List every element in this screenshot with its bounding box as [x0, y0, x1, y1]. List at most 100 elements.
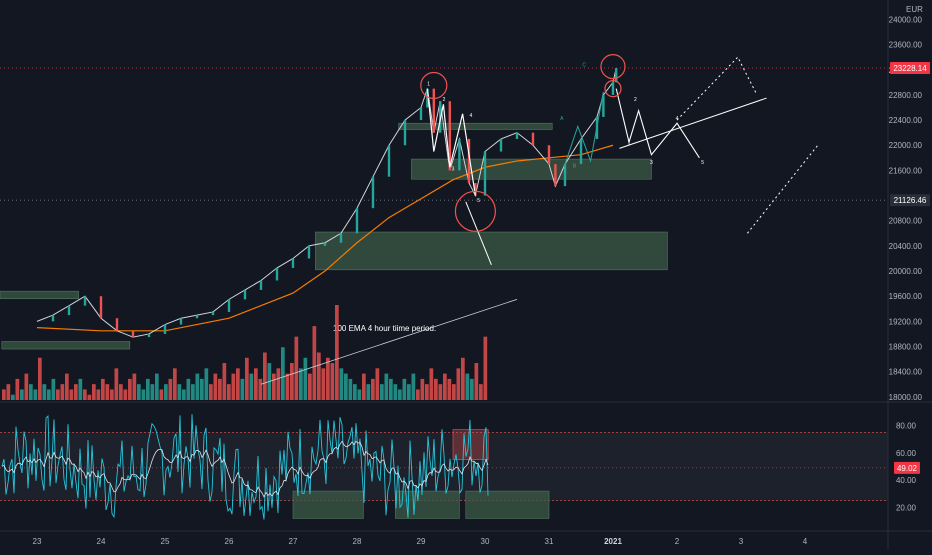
- price-tick-label: 21600.00: [889, 166, 923, 175]
- volume-bar: [483, 336, 488, 400]
- volume-bar: [312, 326, 317, 400]
- price-tick-label: 20400.00: [889, 242, 923, 251]
- oscillator-signal-line: [1, 440, 489, 498]
- ema-100-line: [36, 144, 614, 332]
- volume-bar: [218, 378, 222, 400]
- wave-label: 3: [650, 160, 653, 166]
- price-candle: [99, 296, 103, 319]
- volume-bar: [285, 373, 290, 400]
- volume-bar: [299, 368, 303, 400]
- time-tick-label: 26: [225, 537, 234, 546]
- dotted-projection-1[interactable]: [676, 56, 758, 121]
- wave-label: 5: [701, 160, 704, 166]
- time-tick-label: 28: [353, 537, 362, 546]
- volume-bar: [78, 378, 83, 400]
- volume-bar: [2, 389, 6, 400]
- volume-bar: [240, 378, 245, 400]
- volume-trend-line[interactable]: [260, 298, 518, 385]
- wave-label: 4: [470, 113, 473, 119]
- volume-bar: [33, 389, 38, 400]
- price-tick-label: 19200.00: [889, 317, 923, 326]
- time-tick-label: 29: [417, 537, 426, 546]
- volume-bar: [326, 357, 330, 400]
- volume-bar: [281, 347, 285, 400]
- wave-projection[interactable]: [615, 88, 700, 159]
- ema-annotation: 100 EMA 4 hour tiime period.: [333, 324, 436, 333]
- volume-bar: [317, 352, 321, 400]
- volume-bar: [344, 373, 348, 400]
- volume-bar: [119, 384, 123, 400]
- price-candle: [147, 333, 151, 338]
- volume-bar: [434, 378, 438, 400]
- volume-bar: [177, 384, 182, 400]
- volume-bar: [366, 384, 371, 400]
- volume-bar: [236, 368, 240, 400]
- volume-bar: [272, 373, 276, 400]
- volume-bar: [330, 363, 335, 400]
- level-price-badge-text: 21126.46: [894, 196, 927, 205]
- price-candle: [115, 318, 119, 331]
- time-tick-label: 2021: [604, 537, 622, 546]
- volume-bar: [470, 378, 474, 400]
- volume-bar: [87, 394, 92, 400]
- price-candle: [243, 289, 247, 300]
- small-circle[interactable]: [604, 80, 622, 98]
- price-candle: [499, 138, 503, 152]
- trend-line-break[interactable]: [465, 201, 492, 265]
- top-circle-1[interactable]: [420, 71, 448, 100]
- volume-bar: [204, 368, 209, 400]
- oscillator-zone-2[interactable]: [465, 490, 550, 519]
- volume-bar: [276, 368, 281, 400]
- dotted-projection-2[interactable]: [747, 144, 819, 234]
- volume-bar: [353, 384, 357, 400]
- trend-line-upper[interactable]: [619, 97, 767, 149]
- volume-bar: [380, 384, 384, 400]
- volume-bar: [222, 363, 227, 400]
- price-candle: [131, 330, 135, 338]
- volume-bar: [438, 384, 443, 400]
- demand-zone-0[interactable]: [1, 341, 131, 350]
- wave-drawing-1[interactable]: [426, 88, 476, 196]
- volume-bar: [294, 336, 299, 400]
- price-candle: [355, 208, 359, 234]
- volume-bar: [29, 384, 33, 400]
- volume-bar: [213, 373, 218, 400]
- oscillator-current-badge-text: 49.02: [897, 464, 918, 473]
- top-circle-2[interactable]: [600, 54, 626, 80]
- volume-bar: [186, 378, 191, 400]
- demand-zone-3[interactable]: [398, 122, 553, 130]
- volume-bar: [461, 357, 465, 400]
- price-candle: [163, 324, 167, 334]
- currency-label: EUR: [906, 5, 923, 14]
- price-candle: [275, 267, 279, 281]
- price-candle: [474, 182, 477, 196]
- demand-zone-1[interactable]: [0, 290, 79, 300]
- oscillator-zone-1[interactable]: [395, 490, 460, 519]
- volume-bar: [254, 368, 258, 400]
- price-tick-label: 20800.00: [889, 217, 923, 226]
- price-candle: [547, 145, 551, 165]
- volume-bar: [195, 373, 200, 400]
- wave-abc-drawing[interactable]: [564, 91, 604, 165]
- volume-bar: [15, 378, 20, 400]
- oscillator-tick-label: 80.00: [896, 422, 917, 431]
- volume-bar: [420, 378, 425, 400]
- price-candle: [259, 280, 263, 290]
- price-candle: [211, 311, 215, 316]
- price-tick-label: 22400.00: [889, 116, 923, 125]
- price-candle: [323, 242, 327, 246]
- volume-bar: [141, 389, 146, 400]
- bottom-circle[interactable]: [454, 190, 496, 232]
- volume-bar: [150, 384, 155, 400]
- volume-bar: [20, 389, 24, 400]
- volume-bar: [105, 384, 110, 400]
- time-tick-label: 3: [739, 537, 744, 546]
- price-tick-label: 22800.00: [889, 91, 923, 100]
- oscillator-zone-0[interactable]: [292, 490, 364, 519]
- price-candle: [307, 245, 311, 259]
- demand-zone-4[interactable]: [411, 158, 652, 180]
- volume-bar: [308, 373, 312, 400]
- volume-bar: [393, 384, 398, 400]
